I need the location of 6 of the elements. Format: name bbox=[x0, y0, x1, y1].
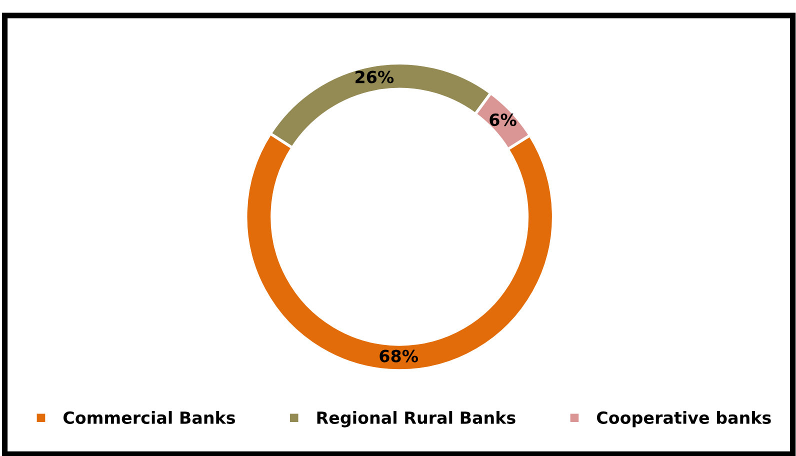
legend-label: Regional Rural Banks bbox=[317, 411, 516, 428]
data-label: 26% bbox=[356, 70, 394, 84]
data-label: 6% bbox=[490, 113, 516, 126]
legend-label: Commercial Banks bbox=[63, 411, 235, 424]
legend-label: Cooperative banks bbox=[596, 411, 771, 428]
data-label: 68% bbox=[380, 350, 418, 362]
